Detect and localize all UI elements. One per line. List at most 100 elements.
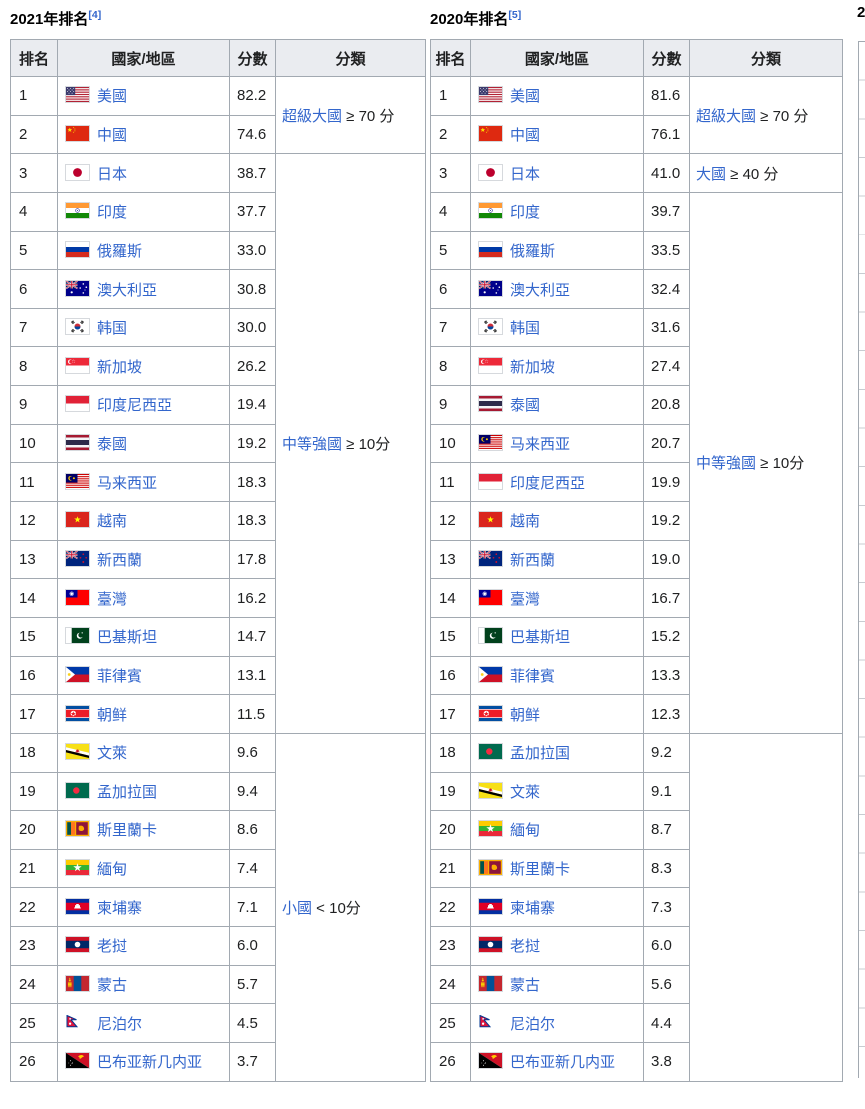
country-link[interactable]: 印度 xyxy=(97,204,128,222)
country-link[interactable]: 越南 xyxy=(510,513,541,531)
country-link[interactable]: 巴基斯坦 xyxy=(510,629,571,647)
country-link[interactable]: 緬甸 xyxy=(510,822,541,840)
table-row: 5 俄羅斯 33.0 xyxy=(10,230,426,271)
country-link[interactable]: 美國 xyxy=(510,88,541,106)
score-cell: 13.1 xyxy=(229,655,276,696)
table-row: 26 巴布亚新几内亚 3.7 xyxy=(10,1042,426,1082)
flag-icon-jp xyxy=(65,163,90,181)
country-link[interactable]: 新加坡 xyxy=(97,358,143,376)
country-link[interactable]: 文萊 xyxy=(510,783,541,801)
flag-icon-au xyxy=(478,279,503,297)
country-link[interactable]: 马来西亚 xyxy=(97,474,158,492)
country-link[interactable]: 印度 xyxy=(510,204,541,222)
country-link[interactable]: 新加坡 xyxy=(510,358,556,376)
country-link[interactable]: 蒙古 xyxy=(510,977,541,995)
country-link[interactable]: 新西蘭 xyxy=(97,552,143,569)
classification-link[interactable]: 超級大國 xyxy=(282,107,343,125)
country-cell: 印度 xyxy=(470,191,644,232)
flag-icon-bn xyxy=(65,743,90,761)
country-link[interactable]: 文萊 xyxy=(97,745,128,763)
rank-cell: 12 xyxy=(10,501,58,541)
table-row: 14 臺灣 16.2 xyxy=(10,578,426,618)
classification-link[interactable]: 中等強國 xyxy=(282,436,343,454)
classification-link[interactable]: 小國 xyxy=(282,899,313,917)
country-link[interactable]: 印度尼西亞 xyxy=(510,474,586,492)
rank-cell: 22 xyxy=(430,887,471,928)
classification-link[interactable]: 超級大國 xyxy=(696,107,757,125)
country-link[interactable]: 巴基斯坦 xyxy=(97,629,158,647)
country-link[interactable]: 尼泊尔 xyxy=(97,1015,143,1033)
country-link[interactable]: 俄羅斯 xyxy=(97,242,143,260)
country-link[interactable]: 尼泊尔 xyxy=(510,1015,556,1033)
flag-icon-ph xyxy=(478,665,503,683)
country-link[interactable]: 朝鲜 xyxy=(510,706,541,724)
country-cell: 美國 xyxy=(57,76,230,116)
country-link[interactable]: 马来西亚 xyxy=(510,436,571,454)
flag-icon-np xyxy=(65,1014,90,1031)
country-link[interactable]: 澳大利亞 xyxy=(510,281,571,299)
rank-cell: 14 xyxy=(10,578,58,618)
header-row: 排名 國家/地區 分數 分類 xyxy=(430,39,843,77)
country-link[interactable]: 韩国 xyxy=(510,320,541,338)
rank-cell: 19 xyxy=(430,771,471,812)
country-link[interactable]: 印度尼西亞 xyxy=(97,397,173,415)
score-cell: 19.4 xyxy=(229,385,276,425)
table-row: 10 泰國 19.2 xyxy=(10,423,426,464)
reference-link[interactable]: [4] xyxy=(88,9,102,21)
country-link[interactable]: 巴布亚新几内亚 xyxy=(97,1054,203,1072)
category-cell: 超級大國 ≥ 70 分 xyxy=(275,75,426,155)
flag-icon-ph xyxy=(65,665,90,683)
table-row: 17 朝鲜 11.5 xyxy=(10,694,426,734)
country-link[interactable]: 美國 xyxy=(97,88,128,106)
country-link[interactable]: 斯里蘭卡 xyxy=(97,822,158,840)
country-link[interactable]: 泰國 xyxy=(510,397,541,415)
country-link[interactable]: 新西蘭 xyxy=(510,552,556,569)
flag-icon-mn xyxy=(478,975,503,993)
reference-link[interactable]: [5] xyxy=(508,9,522,21)
country-link[interactable]: 泰國 xyxy=(97,436,128,454)
country-link[interactable]: 中國 xyxy=(510,126,541,144)
country-link[interactable]: 中國 xyxy=(97,126,128,144)
country-link[interactable]: 柬埔寨 xyxy=(97,899,143,917)
score-cell: 7.3 xyxy=(643,887,690,928)
country-link[interactable]: 菲律賓 xyxy=(97,667,143,685)
country-link[interactable]: 日本 xyxy=(97,165,128,183)
country-link[interactable]: 日本 xyxy=(510,165,541,183)
table-title-text: 2020年排名 xyxy=(430,11,509,28)
country-link[interactable]: 巴布亚新几内亚 xyxy=(510,1054,616,1072)
table-row: 22 柬埔寨 7.3 xyxy=(430,887,843,928)
country-link[interactable]: 越南 xyxy=(97,513,128,531)
country-link[interactable]: 孟加拉国 xyxy=(97,783,158,801)
country-cell: 朝鲜 xyxy=(57,694,230,734)
country-cell: 印度尼西亞 xyxy=(470,462,644,503)
flag-icon-jp xyxy=(478,163,503,181)
country-link[interactable]: 孟加拉国 xyxy=(510,745,571,763)
country-link[interactable]: 澳大利亞 xyxy=(97,281,158,299)
country-link[interactable]: 老挝 xyxy=(97,938,128,956)
rank-cell: 24 xyxy=(10,964,58,1005)
col-header-category: 分類 xyxy=(689,39,843,77)
country-link[interactable]: 臺灣 xyxy=(97,590,128,608)
country-link[interactable]: 老挝 xyxy=(510,938,541,956)
score-cell: 5.6 xyxy=(643,964,690,1005)
country-cell: 澳大利亞 xyxy=(57,269,230,309)
country-link[interactable]: 柬埔寨 xyxy=(510,899,556,917)
country-link[interactable]: 緬甸 xyxy=(97,861,128,879)
country-link[interactable]: 斯里蘭卡 xyxy=(510,861,571,879)
country-link[interactable]: 朝鲜 xyxy=(97,706,128,724)
classification-link[interactable]: 大國 xyxy=(696,165,727,183)
table-row: 24 蒙古 5.6 xyxy=(430,964,843,1005)
table-row: 1 美國 81.6 超級大國 ≥ 70 分 xyxy=(430,75,843,155)
country-link[interactable]: 俄羅斯 xyxy=(510,242,556,260)
flag-icon-id xyxy=(478,472,503,490)
country-link[interactable]: 臺灣 xyxy=(510,590,541,608)
country-link[interactable]: 蒙古 xyxy=(97,977,128,995)
table-row: 3 日本 38.7 中等強國 ≥ 10分 xyxy=(10,153,426,734)
classification-link[interactable]: 中等強國 xyxy=(696,455,757,473)
country-link[interactable]: 菲律賓 xyxy=(510,667,556,685)
table-row: 15 巴基斯坦 14.7 xyxy=(10,616,426,657)
rank-cell: 16 xyxy=(430,655,471,696)
rank-cell: 2 xyxy=(10,114,58,155)
country-cell: 日本 xyxy=(57,153,230,193)
country-link[interactable]: 韩国 xyxy=(97,320,128,338)
